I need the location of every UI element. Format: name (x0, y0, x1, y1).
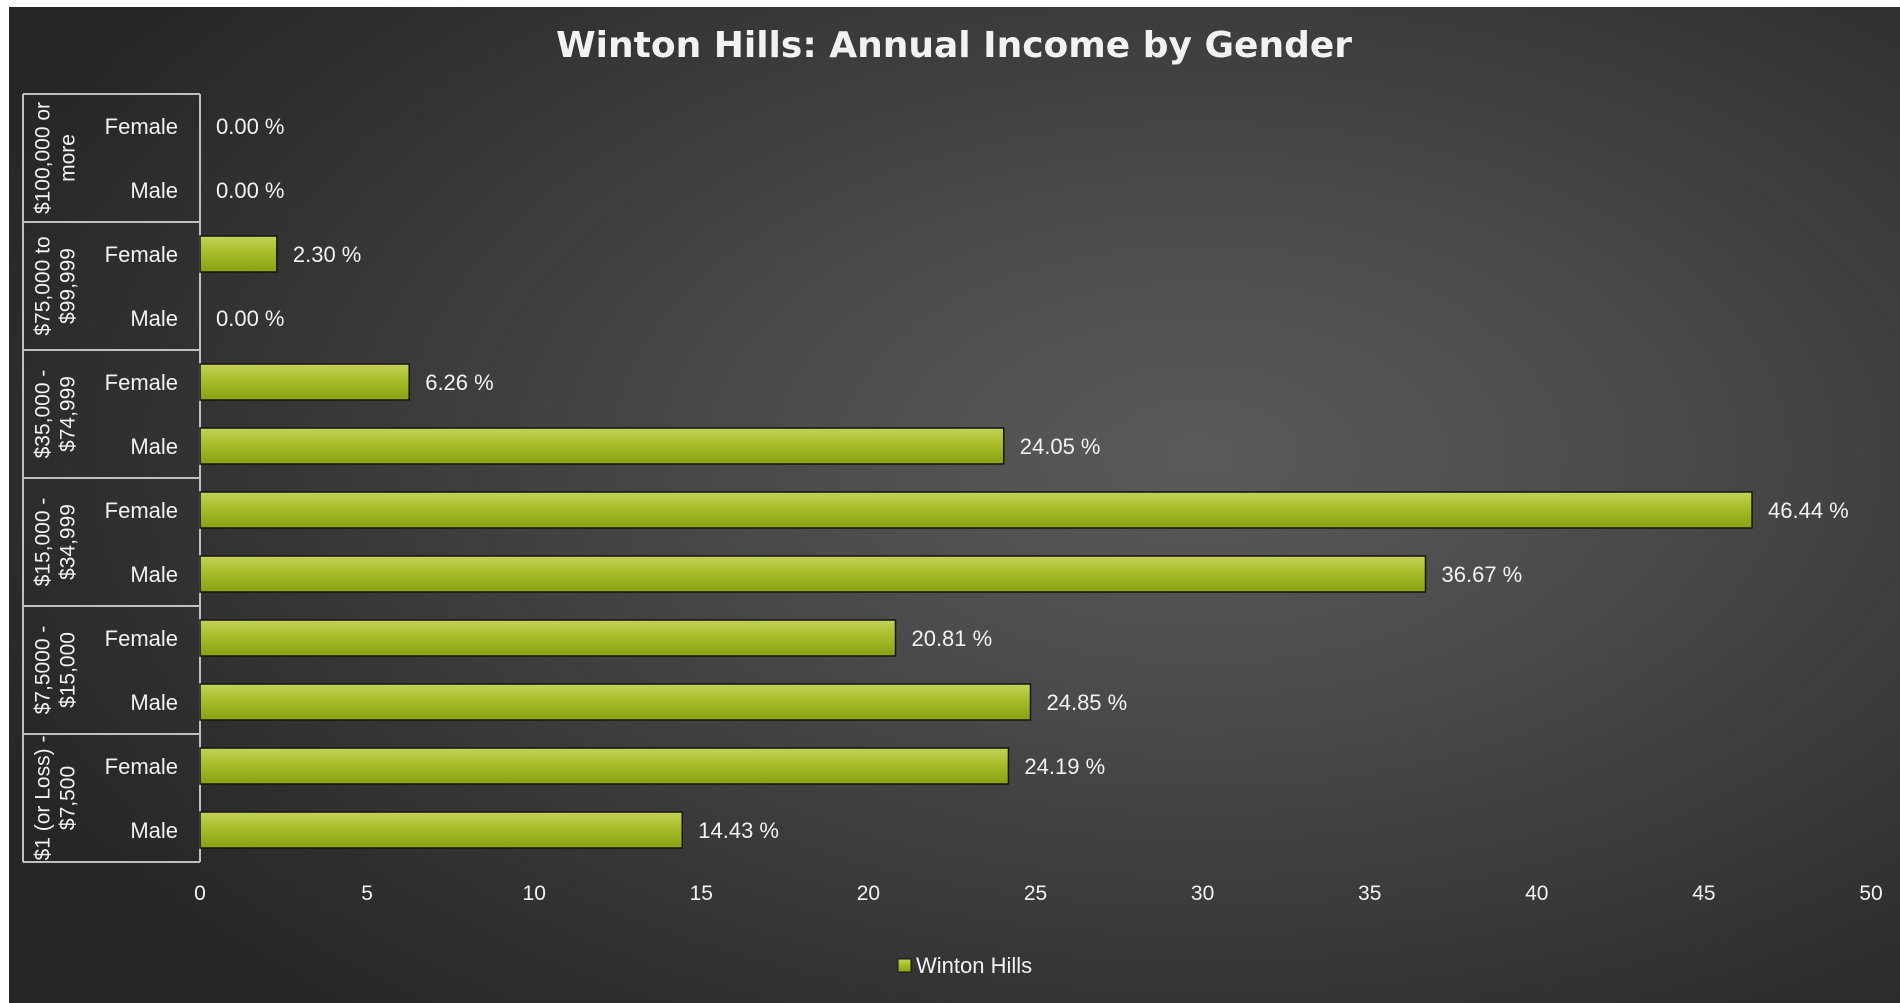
data-label: 46.44 % (1768, 498, 1849, 523)
category-label: Female (105, 114, 178, 139)
category-label: Female (105, 242, 178, 267)
data-label: 0.00 % (216, 114, 285, 139)
category-label: Male (130, 562, 178, 587)
x-tick-label: 20 (857, 882, 880, 905)
data-label: 14.43 % (698, 818, 779, 843)
bar (199, 619, 897, 657)
bar (199, 363, 410, 401)
category-label: Male (130, 434, 178, 459)
data-label: 24.05 % (1020, 434, 1101, 459)
category-label: Male (130, 306, 178, 331)
x-tick-label: 30 (1191, 882, 1214, 905)
group-label: $35,000 -$74,999 (32, 370, 80, 459)
bar (199, 427, 1005, 465)
legend-swatch (897, 958, 912, 973)
x-tick-label: 25 (1024, 882, 1047, 905)
group-label: $1 (or Loss) -$7,500 (32, 736, 80, 861)
bar (199, 235, 278, 273)
x-tick-label: 50 (1859, 882, 1882, 905)
category-label: Female (105, 626, 178, 651)
data-label: 2.30 % (293, 242, 362, 267)
data-label: 0.00 % (216, 306, 285, 331)
data-label: 24.85 % (1046, 690, 1127, 715)
category-label: Male (130, 818, 178, 843)
plot-area: $100,000 ormore $75,000 to$99,999 $35,000 … (22, 93, 1883, 905)
x-tick-label: 45 (1692, 882, 1715, 905)
category-label: Male (130, 690, 178, 715)
chart-area: Winton Hills: Annual Income by Gender $1… (9, 7, 1900, 1003)
data-label: 20.81 % (911, 626, 992, 651)
category-label: Female (105, 370, 178, 395)
bar (199, 811, 684, 849)
bar (199, 747, 1010, 785)
data-label: 36.67 % (1442, 562, 1523, 587)
data-label: 0.00 % (216, 178, 285, 203)
group-label: $75,000 to$99,999 (32, 236, 80, 335)
income-bar-chart: Winton Hills: Annual Income by Gender $1… (22, 25, 1883, 978)
x-tick-label: 0 (194, 882, 206, 905)
bar (199, 683, 1032, 721)
x-tick-label: 40 (1525, 882, 1548, 905)
data-label: 24.19 % (1024, 754, 1105, 779)
chart-title: Winton Hills: Annual Income by Gender (556, 25, 1352, 66)
bar (199, 555, 1427, 593)
bar (199, 491, 1753, 529)
data-label: 6.26 % (425, 370, 494, 395)
legend: Winton Hills (897, 953, 1032, 978)
x-tick-label: 35 (1358, 882, 1381, 905)
category-label: Female (105, 498, 178, 523)
group-label: $7,5000 -$15,000 (32, 626, 80, 715)
legend-label: Winton Hills (916, 953, 1032, 978)
x-tick-label: 10 (523, 882, 546, 905)
group-label: $15,000 -$34,999 (32, 498, 80, 587)
x-tick-label: 15 (690, 882, 713, 905)
group-label: $100,000 ormore (32, 102, 80, 214)
category-label: Female (105, 754, 178, 779)
category-label: Male (130, 178, 178, 203)
x-tick-label: 5 (361, 882, 373, 905)
